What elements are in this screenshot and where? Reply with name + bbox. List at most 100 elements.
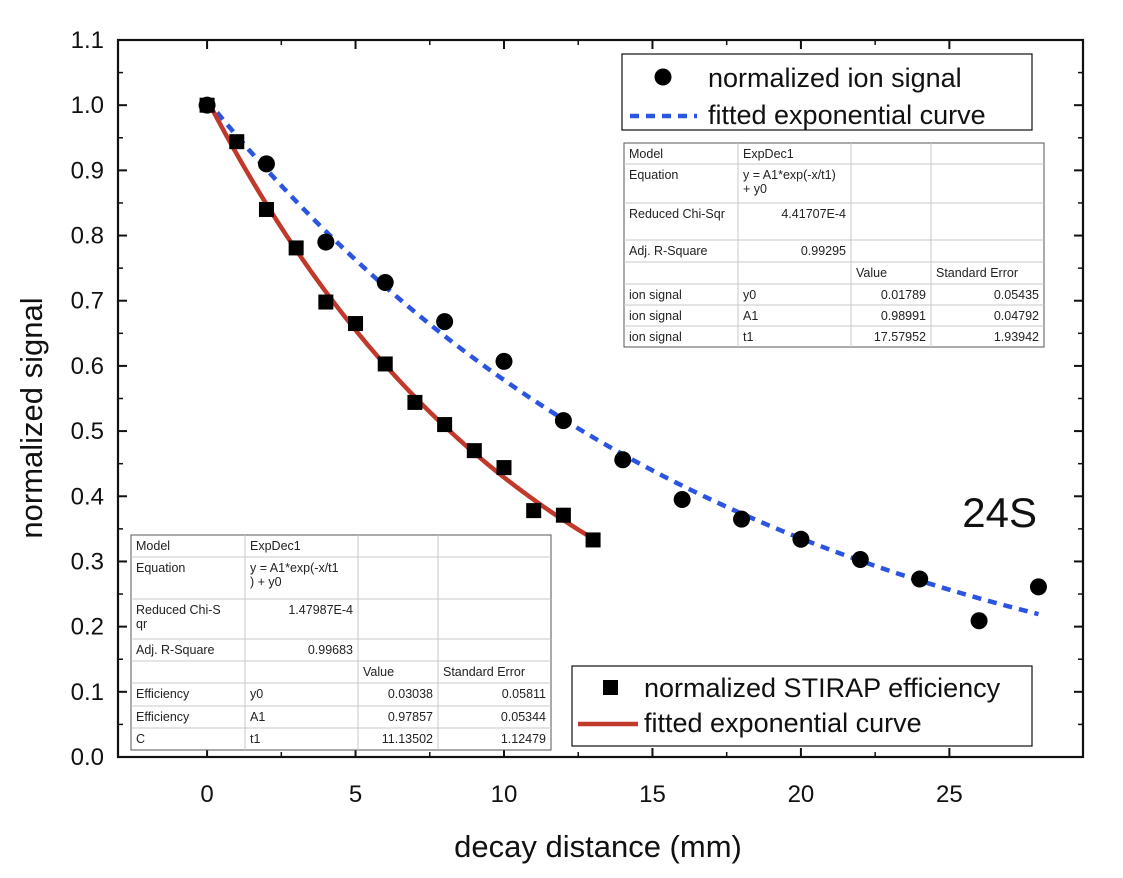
y-axis-label: normalized signal xyxy=(14,297,49,538)
table-cell: ExpDec1 xyxy=(250,539,301,553)
stirap-efficiency-point xyxy=(496,460,512,476)
ion-signal-point xyxy=(376,273,394,291)
table-cell: Equation xyxy=(136,561,185,575)
y-tick-label: 0.5 xyxy=(71,418,104,445)
table-cell: Equation xyxy=(629,168,678,182)
table-cell: 0.98991 xyxy=(881,309,926,323)
x-tick-label: 15 xyxy=(639,781,666,808)
table-cell: y = A1*exp(-x/t1) xyxy=(743,168,836,182)
legend-square-marker xyxy=(603,680,618,695)
table-cell: 11.13502 xyxy=(382,732,433,746)
table-cell: 17.57952 xyxy=(874,330,926,344)
y-tick-label: 0.0 xyxy=(71,744,104,771)
x-tick-label: 25 xyxy=(936,781,963,808)
stirap-efficiency-point xyxy=(526,503,542,519)
table-cell: 0.99683 xyxy=(308,643,353,657)
y-tick-label: 0.4 xyxy=(71,483,104,510)
table-cell: ion signal xyxy=(629,288,682,302)
ion-signal-point xyxy=(673,491,691,509)
ion-signal-point xyxy=(851,550,869,568)
legend-label: normalized ion signal xyxy=(708,63,962,93)
table-cell: ion signal xyxy=(629,330,682,344)
table-cell: t1 xyxy=(743,330,753,344)
stirap-efficiency-point xyxy=(437,417,453,433)
ion-signal-point xyxy=(436,313,454,331)
table-cell: ExpDec1 xyxy=(743,147,794,161)
table-cell: 0.97857 xyxy=(388,710,433,724)
legend-label: normalized STIRAP efficiency xyxy=(644,673,1001,703)
x-axis-ticks: 0 5 10 15 20 25 xyxy=(200,40,963,808)
stirap-efficiency-point xyxy=(348,316,364,332)
table-cell: Model xyxy=(629,147,663,161)
table-cell: ion signal xyxy=(629,309,682,323)
ion-signal-point xyxy=(317,233,335,251)
table-border xyxy=(623,142,1045,348)
table-cell: Standard Error xyxy=(443,665,525,679)
legend-label: fitted exponential curve xyxy=(708,100,986,130)
x-tick-label: 5 xyxy=(349,781,362,808)
table-cell: ) + y0 xyxy=(250,575,282,589)
table-cell: 0.01789 xyxy=(881,288,926,302)
table-cell: 0.05435 xyxy=(994,288,1039,302)
table-cell: 0.99295 xyxy=(801,244,846,258)
table-cell: 1.47987E-4 xyxy=(288,603,353,617)
sample-annotation: 24S xyxy=(962,489,1037,536)
stirap-efficiency-point xyxy=(555,507,571,523)
y-tick-label: 0.3 xyxy=(71,548,104,575)
y-axis-ticks: 0.0 0.1 0.2 0.3 0.4 0.5 0.6 0.7 0.8 0.9 1.0 1.1 xyxy=(71,27,1083,771)
fit-tables: Model ExpDec1 Equation y = A1*exp(-x/t1)+ y… xyxy=(130,142,1045,751)
ion-signal-point xyxy=(733,510,751,528)
table-cell: 0.05344 xyxy=(501,710,546,724)
table-cell: Value xyxy=(856,266,887,280)
table-cell: t1 xyxy=(250,732,260,746)
x-tick-label: 0 xyxy=(200,781,213,808)
ion-signal-point xyxy=(1029,578,1047,596)
stirap-efficiency-point xyxy=(229,134,245,150)
y-tick-label: 0.6 xyxy=(71,353,104,380)
y-tick-label: 0.9 xyxy=(71,157,104,184)
data-markers xyxy=(198,96,1047,630)
legends: normalized ion signal fitted exponential … xyxy=(571,53,1033,747)
ion-signal-point xyxy=(495,352,513,370)
table-cell: qr xyxy=(136,617,147,631)
y-tick-label: 0.1 xyxy=(71,679,104,706)
x-axis-label: decay distance (mm) xyxy=(454,829,742,864)
legend-label: fitted exponential curve xyxy=(644,708,922,738)
ion-signal-point xyxy=(970,612,988,630)
ion-signal-point xyxy=(614,451,632,469)
ion-signal-point xyxy=(554,412,572,430)
y-tick-label: 0.8 xyxy=(71,223,104,250)
ion-signal-point xyxy=(257,155,275,173)
table-cell: 1.93942 xyxy=(994,330,1039,344)
table-cell: Reduced Chi-Sqr xyxy=(629,207,725,221)
table-cell: Reduced Chi-S xyxy=(136,603,221,617)
x-tick-label: 10 xyxy=(491,781,518,808)
table-cell: Efficiency xyxy=(136,687,190,701)
x-tick-label: 20 xyxy=(788,781,815,808)
stirap-efficiency-point xyxy=(377,356,393,372)
legend-top-right xyxy=(621,53,1033,131)
table-cell: y0 xyxy=(250,687,263,701)
stirap-efficiency-point xyxy=(258,201,274,217)
stirap-efficiency-point xyxy=(199,97,215,113)
table-cell: Standard Error xyxy=(936,266,1018,280)
table-cell: Model xyxy=(136,539,170,553)
stirap-efficiency-point xyxy=(407,394,423,410)
table-cell: C xyxy=(136,732,145,746)
y-tick-label: 1.0 xyxy=(71,92,104,119)
ion-signal-point xyxy=(911,570,929,588)
y-tick-label: 0.7 xyxy=(71,288,104,315)
table-cell: A1 xyxy=(250,710,265,724)
table-cell: y = A1*exp(-x/t1 xyxy=(250,561,339,575)
y-tick-label: 1.1 xyxy=(71,27,104,54)
legend-bottom-right xyxy=(571,665,1033,747)
stirap-efficiency-point xyxy=(288,240,304,256)
table-cell: A1 xyxy=(743,309,758,323)
table-cell: 0.03038 xyxy=(388,687,433,701)
stirap-efficiency-point xyxy=(585,532,601,548)
stirap-efficiency-point xyxy=(318,294,334,310)
table-cell: 0.04792 xyxy=(994,309,1039,323)
fit-table: Model ExpDec1 Equation y = A1*exp(-x/t1)+ y… xyxy=(623,142,1045,348)
fit-table: Model ExpDec1 Equation y = A1*exp(-x/t1) + … xyxy=(130,534,552,751)
